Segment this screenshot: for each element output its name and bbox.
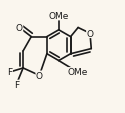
Text: O: O — [16, 24, 23, 33]
Text: F: F — [14, 80, 19, 89]
Text: F: F — [8, 68, 12, 77]
Text: OMe: OMe — [67, 68, 88, 77]
Text: O: O — [86, 29, 94, 38]
Text: OMe: OMe — [48, 12, 69, 21]
Text: O: O — [36, 71, 43, 80]
